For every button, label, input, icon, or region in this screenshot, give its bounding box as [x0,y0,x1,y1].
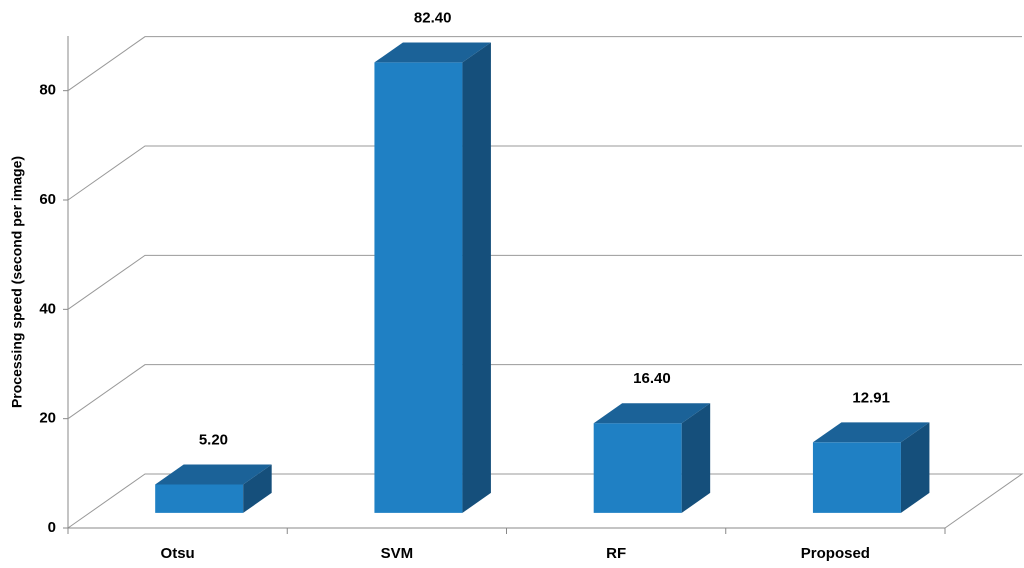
bar-top [812,422,930,443]
x-tick-label: Proposed [801,545,870,562]
bar-side [900,422,930,513]
bar-top [593,403,711,424]
bar-side [243,464,272,513]
bar-side [462,42,491,513]
grid-line [67,254,1022,310]
value-label: 5.20 [199,431,228,448]
bar [593,423,682,513]
y-axis-label: Processing speed (second per image) [9,156,25,408]
bar-top [155,464,272,485]
bar-side [681,403,711,513]
y-tick-label: 40 [39,300,56,317]
bar [155,484,244,513]
grid-line [67,364,1022,420]
x-tick-label: RF [606,545,626,562]
x-tick-label: Otsu [161,545,195,562]
y-tick-label: 0 [48,519,56,536]
bar [812,442,901,513]
y-tick-label: 60 [39,191,56,208]
value-label: 16.40 [633,370,671,387]
y-tick-label: 20 [39,410,56,427]
x-tick-label: SVM [381,545,414,562]
grid-line [67,145,1022,201]
value-label: 82.40 [414,9,452,26]
value-label: 12.91 [852,389,890,406]
bar-top [374,42,491,63]
grid-line [67,36,1022,92]
y-tick-label: 80 [39,82,56,99]
bar [374,62,463,513]
